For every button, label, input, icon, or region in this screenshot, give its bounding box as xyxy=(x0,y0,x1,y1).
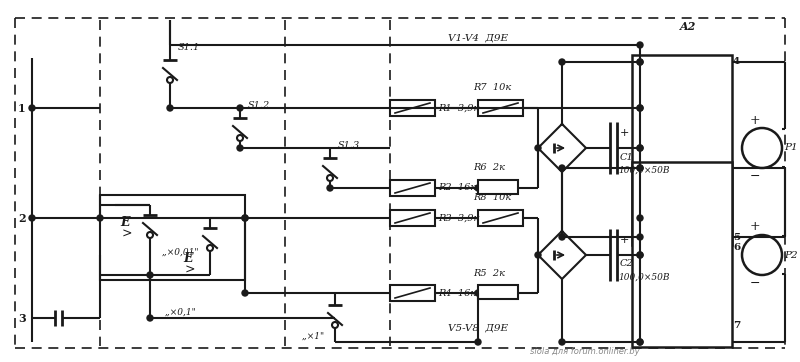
Circle shape xyxy=(637,252,643,258)
Text: R1  3,9к: R1 3,9к xyxy=(438,104,479,113)
Text: siola для forum.onliner.by: siola для forum.onliner.by xyxy=(530,348,640,357)
Circle shape xyxy=(559,59,565,65)
Text: ,,×1": ,,×1" xyxy=(302,332,325,341)
Bar xyxy=(478,210,523,226)
Circle shape xyxy=(147,232,153,238)
Circle shape xyxy=(535,145,541,151)
Circle shape xyxy=(559,165,565,171)
Bar xyxy=(390,210,435,226)
Text: R8  10к: R8 10к xyxy=(473,194,511,202)
Circle shape xyxy=(637,165,643,171)
Circle shape xyxy=(742,128,782,168)
Circle shape xyxy=(637,42,643,48)
Bar xyxy=(478,180,518,194)
Text: −: − xyxy=(750,169,761,182)
Circle shape xyxy=(475,290,481,296)
Circle shape xyxy=(637,105,643,111)
Text: 2: 2 xyxy=(18,212,26,223)
Text: E: E xyxy=(120,215,130,228)
Bar xyxy=(390,180,435,196)
Text: >: > xyxy=(122,227,133,240)
Text: 6: 6 xyxy=(733,243,740,252)
Text: R5  2к: R5 2к xyxy=(473,269,505,278)
Text: R6  2к: R6 2к xyxy=(473,164,505,173)
Text: S1.1: S1.1 xyxy=(178,43,200,52)
Text: 1: 1 xyxy=(18,102,26,114)
Text: C1: C1 xyxy=(620,152,634,161)
Circle shape xyxy=(327,185,333,191)
Circle shape xyxy=(637,105,643,111)
Text: A2: A2 xyxy=(680,21,696,31)
Circle shape xyxy=(559,234,565,240)
Text: P2: P2 xyxy=(784,251,798,260)
Text: −: − xyxy=(750,277,761,290)
Text: R3  3,9к: R3 3,9к xyxy=(438,214,479,223)
Circle shape xyxy=(637,165,643,171)
Circle shape xyxy=(97,215,103,221)
Text: S1.3: S1.3 xyxy=(338,140,360,150)
Circle shape xyxy=(327,175,333,181)
Circle shape xyxy=(637,339,643,345)
Text: R2  16к: R2 16к xyxy=(438,184,476,193)
Circle shape xyxy=(559,339,565,345)
Circle shape xyxy=(147,272,153,278)
Bar xyxy=(632,162,732,347)
Circle shape xyxy=(147,315,153,321)
Text: P1: P1 xyxy=(784,143,798,152)
Circle shape xyxy=(29,215,35,221)
Circle shape xyxy=(637,234,643,240)
Text: >: > xyxy=(185,264,195,277)
Circle shape xyxy=(637,215,643,221)
Circle shape xyxy=(637,145,643,151)
Bar xyxy=(100,195,245,280)
Text: E: E xyxy=(183,252,193,265)
Bar xyxy=(390,100,435,116)
Circle shape xyxy=(167,77,173,83)
Text: R4  16к: R4 16к xyxy=(438,289,476,298)
Text: S1.2: S1.2 xyxy=(248,101,270,109)
Circle shape xyxy=(637,252,643,258)
Text: +: + xyxy=(620,128,630,138)
Circle shape xyxy=(237,145,243,151)
Circle shape xyxy=(475,185,481,191)
Text: C2: C2 xyxy=(620,260,634,269)
Circle shape xyxy=(29,105,35,111)
Bar xyxy=(478,100,523,116)
Bar xyxy=(632,55,732,245)
Text: V1-V4  Д9Е: V1-V4 Д9Е xyxy=(448,34,508,42)
Circle shape xyxy=(535,252,541,258)
Circle shape xyxy=(242,290,248,296)
Circle shape xyxy=(637,59,643,65)
Circle shape xyxy=(207,245,213,251)
Circle shape xyxy=(237,135,243,141)
Text: +: + xyxy=(750,114,761,126)
Text: 7: 7 xyxy=(733,320,740,329)
Text: ,,×0,1": ,,×0,1" xyxy=(165,307,197,316)
Circle shape xyxy=(742,235,782,275)
Circle shape xyxy=(242,215,248,221)
Circle shape xyxy=(167,105,173,111)
Circle shape xyxy=(637,339,643,345)
Text: +: + xyxy=(620,235,630,245)
Text: V5-V8  Д9Е: V5-V8 Д9Е xyxy=(448,324,508,333)
Text: +: + xyxy=(750,220,761,233)
Text: R7  10к: R7 10к xyxy=(473,84,511,93)
Text: ,,×0,01": ,,×0,01" xyxy=(162,248,199,257)
Text: 100,0×50В: 100,0×50В xyxy=(618,165,670,174)
Circle shape xyxy=(637,145,643,151)
Text: 5: 5 xyxy=(733,232,740,241)
Text: 4: 4 xyxy=(733,58,740,67)
Circle shape xyxy=(475,339,481,345)
Circle shape xyxy=(637,59,643,65)
Circle shape xyxy=(637,234,643,240)
Bar xyxy=(478,285,518,299)
Text: 3: 3 xyxy=(18,312,26,324)
Text: 100,0×50В: 100,0×50В xyxy=(618,273,670,282)
Circle shape xyxy=(332,322,338,328)
Circle shape xyxy=(237,105,243,111)
Bar xyxy=(390,285,435,301)
Circle shape xyxy=(242,215,248,221)
